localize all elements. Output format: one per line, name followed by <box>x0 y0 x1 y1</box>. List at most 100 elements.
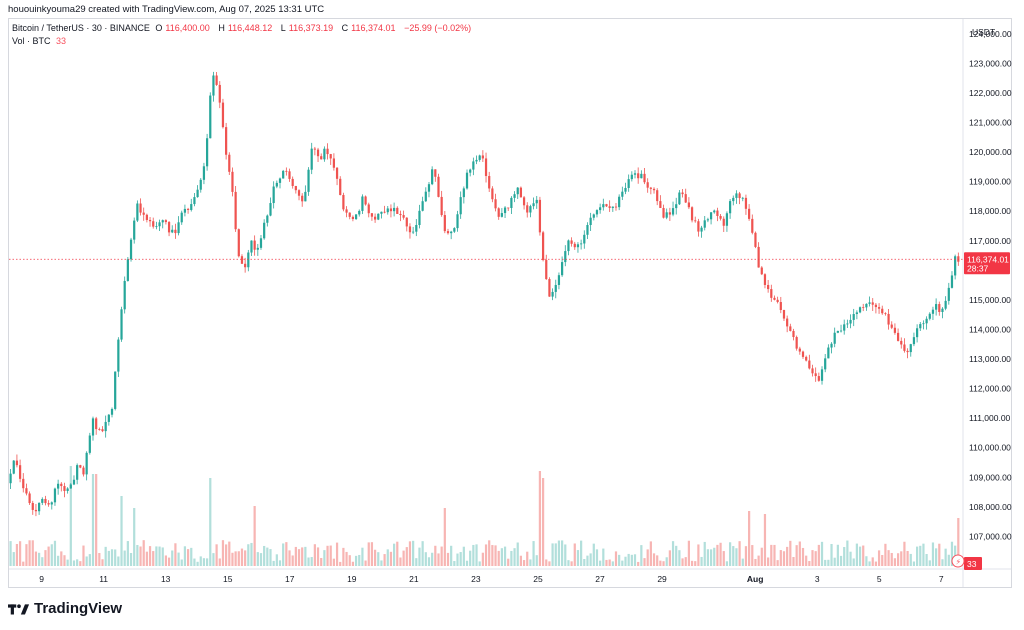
volume-bar <box>770 544 773 566</box>
volume-bar <box>687 540 691 566</box>
candle-body <box>253 240 256 250</box>
candle-body <box>31 502 34 510</box>
candle-body <box>839 330 843 332</box>
candle-body <box>275 182 278 187</box>
candle-body <box>186 208 190 210</box>
volume-bar <box>735 548 738 566</box>
candle-body <box>526 205 529 213</box>
volume-bar <box>814 551 817 566</box>
candle-body <box>199 179 202 190</box>
candle-body <box>884 313 887 315</box>
candle-body <box>827 347 830 359</box>
candle-body <box>396 207 399 214</box>
volume-bar <box>855 543 858 566</box>
volume-bar <box>202 558 206 566</box>
y-tick-label: 123,000.00 <box>969 58 1012 68</box>
volume-bar <box>703 541 706 566</box>
volume-value: 33 <box>56 36 67 46</box>
volume-bar <box>614 551 618 566</box>
candle-body <box>453 228 456 232</box>
candle-body <box>225 127 228 155</box>
volume-bar <box>57 555 60 566</box>
volume-bar <box>896 553 900 566</box>
y-tick-label: 114,000.00 <box>969 324 1011 334</box>
candle-body <box>259 238 263 248</box>
candle-body <box>345 209 348 213</box>
volume-bar <box>852 558 855 566</box>
volume-bar <box>928 560 931 566</box>
candle-body <box>462 188 465 198</box>
volume-bar <box>586 555 589 566</box>
volume-bar <box>516 542 519 566</box>
y-tick-label: 117,000.00 <box>969 236 1011 246</box>
candle-body <box>183 208 187 213</box>
volume-bar <box>630 554 633 566</box>
volume-bar <box>304 546 307 566</box>
volume-bar <box>684 557 687 566</box>
candle-body <box>459 197 462 215</box>
candle-body <box>63 486 66 491</box>
candle-body <box>313 148 316 150</box>
candle-body <box>786 318 789 327</box>
volume-bar <box>649 541 652 566</box>
candle-body <box>862 307 865 309</box>
volume-bar <box>212 553 215 566</box>
candle-body <box>554 284 557 292</box>
volume-bar <box>34 551 38 566</box>
volume-bar <box>608 559 611 566</box>
volume-bar <box>805 555 808 566</box>
volume-bar <box>744 546 748 566</box>
volume-bar <box>833 557 836 566</box>
chart-caption: hououinkyouma29 created with TradingView… <box>8 4 325 15</box>
candle-body <box>744 197 748 209</box>
volume-bar <box>513 548 516 566</box>
volume-bar <box>139 546 142 566</box>
footer-brand: TradingView <box>34 600 123 617</box>
volume-bar <box>110 549 114 566</box>
volume-bar <box>453 561 456 566</box>
volume-bar <box>386 549 389 566</box>
volume-label[interactable]: Vol · BTC <box>12 36 51 46</box>
candle-body <box>120 309 123 340</box>
volume-bar <box>85 556 88 566</box>
volume-bar <box>434 545 437 566</box>
candle-body <box>469 169 472 173</box>
candle-body <box>513 194 516 198</box>
volume-bar <box>364 560 367 566</box>
candle-body <box>72 479 76 485</box>
candle-body <box>117 339 120 372</box>
volume-bar <box>205 558 209 566</box>
volume-bar <box>741 558 744 566</box>
candle-body <box>836 330 839 333</box>
y-tick-label: 119,000.00 <box>969 177 1011 187</box>
x-tick-label: 23 <box>471 574 481 584</box>
volume-bar <box>817 544 820 566</box>
candle-body <box>754 232 757 247</box>
volume-bar <box>297 549 301 566</box>
candle-body <box>263 222 266 239</box>
symbol-label[interactable]: Bitcoin / TetherUS · 30 · BINANCE <box>12 23 150 33</box>
candle-body <box>142 212 145 215</box>
volume-bar <box>167 557 171 566</box>
candle-body <box>269 203 272 216</box>
candle-body <box>814 373 817 377</box>
volume-bar <box>950 541 954 566</box>
candle-body <box>576 244 580 248</box>
candle-body <box>472 161 475 170</box>
volume-bar <box>738 541 741 566</box>
volume-bar <box>481 552 484 566</box>
volume-bar <box>728 542 732 566</box>
candle-body <box>215 75 218 85</box>
candle-body <box>922 323 925 325</box>
candle-body <box>494 199 497 209</box>
volume-bar <box>418 547 421 566</box>
volume-bar <box>415 558 418 566</box>
volume-bar <box>459 552 462 566</box>
volume-bar <box>335 542 339 566</box>
volume-bar <box>510 550 513 566</box>
candle-body <box>339 178 342 195</box>
volume-bar <box>399 557 402 566</box>
volume-bar <box>38 552 41 566</box>
candle-body <box>386 208 389 213</box>
